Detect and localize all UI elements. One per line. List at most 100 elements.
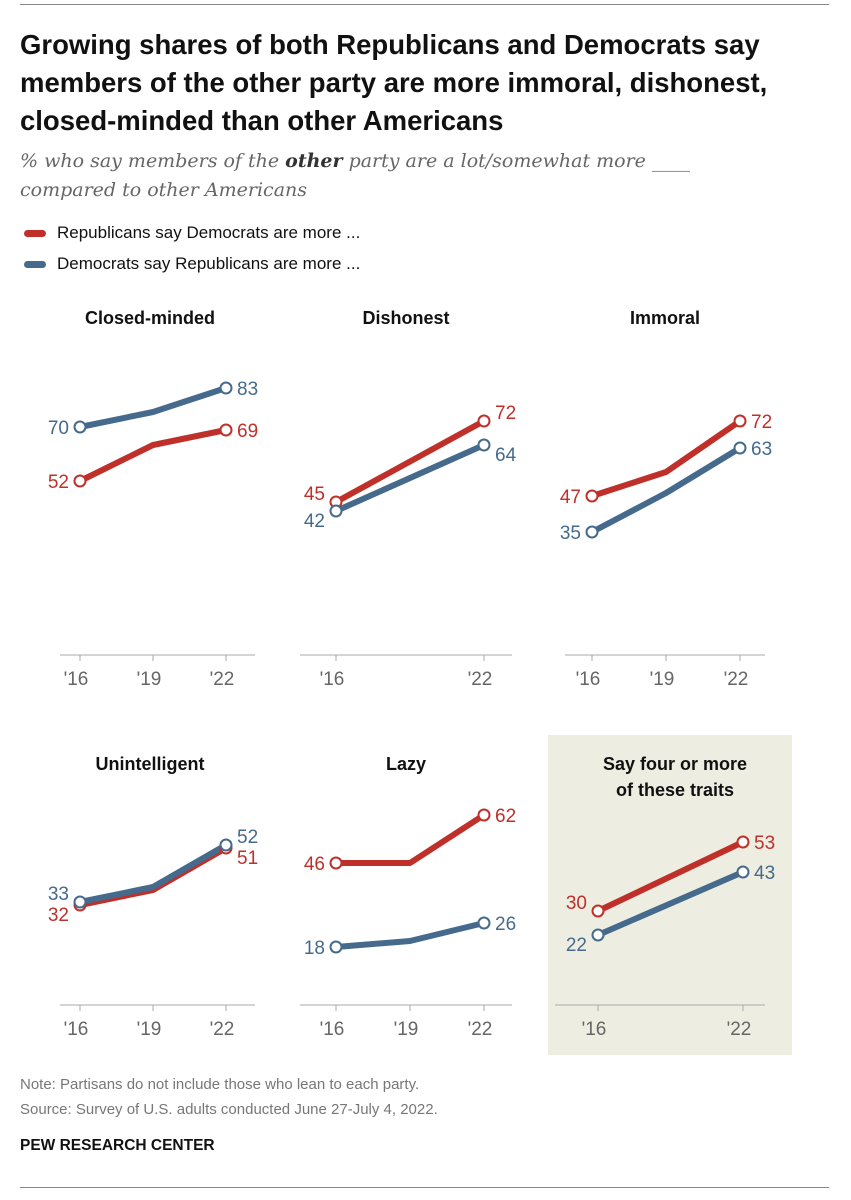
panel-title: Closed-minded <box>85 308 215 328</box>
data-point-democrats <box>477 916 491 930</box>
data-point-democrats <box>73 420 87 434</box>
panel-lazy: Lazy '16 '19 '22 46 62 18 26 <box>300 754 516 1040</box>
highlight-background <box>548 735 792 1055</box>
chart-subtitle: % who say members of the other party are… <box>20 150 690 201</box>
data-label-republicans: 32 <box>48 905 69 926</box>
x-tick-label: '16 <box>582 1019 607 1040</box>
data-point-republicans <box>477 414 491 428</box>
data-point-democrats <box>736 865 750 879</box>
x-tick-label: '16 <box>576 669 601 690</box>
data-point-republicans <box>73 474 87 488</box>
x-tick-label: '22 <box>210 1019 235 1040</box>
note: Note: Partisans do not include those who… <box>20 1076 420 1093</box>
panel-closed-minded: Closed-minded '16 '19 '22 52 69 70 83 <box>48 308 258 690</box>
data-label-democrats: 35 <box>560 523 581 544</box>
bottom-rule <box>20 1187 829 1188</box>
data-point-republicans <box>733 414 747 428</box>
series-line-democrats <box>596 869 745 938</box>
panel-title: Dishonest <box>362 308 449 328</box>
series-line-republicans <box>78 427 227 484</box>
data-label-democrats: 64 <box>495 445 517 466</box>
data-point-republicans <box>585 489 599 503</box>
data-label-democrats: 22 <box>566 935 587 956</box>
data-label-republicans: 46 <box>304 854 325 875</box>
series-line-democrats <box>335 920 485 950</box>
data-point-republicans <box>477 808 491 822</box>
data-label-democrats: 52 <box>237 827 258 848</box>
top-rule <box>20 4 829 5</box>
chart-title: Growing shares of both Republicans and D… <box>20 29 768 136</box>
panel-title: Unintelligent <box>96 754 205 774</box>
data-point-democrats <box>329 504 343 518</box>
panel-unintelligent: Unintelligent '16 '19 '22 32 51 33 52 <box>48 754 258 1040</box>
data-label-democrats: 42 <box>304 511 325 532</box>
x-tick-label: '19 <box>650 669 675 690</box>
source: Source: Survey of U.S. adults conducted … <box>20 1101 438 1118</box>
series-line-democrats <box>79 385 227 430</box>
x-tick-label: '22 <box>468 669 493 690</box>
x-tick-label: '16 <box>64 669 89 690</box>
data-point-republicans <box>736 835 750 849</box>
panel-title: Say four or more <box>603 754 747 774</box>
x-tick-label: '19 <box>137 669 162 690</box>
data-label-republicans: 30 <box>566 893 587 914</box>
data-label-republicans: 47 <box>560 487 581 508</box>
x-tick-label: '22 <box>727 1019 752 1040</box>
data-label-republicans: 53 <box>754 833 775 854</box>
data-point-democrats <box>329 940 343 954</box>
data-point-republicans <box>591 904 605 918</box>
data-label-republicans: 51 <box>237 848 258 869</box>
data-label-democrats: 63 <box>751 439 772 460</box>
data-label-democrats: 70 <box>48 418 69 439</box>
panel-immoral: Immoral '16 '19 '22 47 72 35 63 <box>560 308 772 690</box>
data-label-republicans: 72 <box>495 403 516 424</box>
brand-logo-text: PEW RESEARCH CENTER <box>20 1137 215 1154</box>
data-point-democrats <box>591 928 605 942</box>
panel-title: Lazy <box>386 754 426 774</box>
data-label-democrats: 26 <box>495 914 516 935</box>
legend-label: Republicans say Democrats are more ... <box>57 223 361 242</box>
x-tick-label: '22 <box>468 1019 493 1040</box>
data-label-republicans: 52 <box>48 472 69 493</box>
data-point-democrats <box>219 381 233 395</box>
legend-swatch-republicans <box>24 229 46 237</box>
data-label-republicans: 69 <box>237 421 258 442</box>
legend-democrats: Democrats say Republicans are more ... <box>24 254 360 274</box>
panel-dishonest: Dishonest '16 '22 45 72 42 64 <box>300 308 517 690</box>
data-point-democrats <box>477 438 491 452</box>
data-label-republicans: 45 <box>304 484 325 505</box>
legend-swatch-democrats <box>24 260 46 268</box>
series-line-democrats <box>590 445 742 535</box>
series-line-republicans <box>596 839 745 914</box>
data-point-republicans <box>329 856 343 870</box>
x-tick-label: '19 <box>137 1019 162 1040</box>
series-line-republicans <box>334 418 486 505</box>
data-point-democrats <box>585 525 599 539</box>
x-tick-label: '16 <box>320 669 345 690</box>
series-line-democrats <box>334 442 486 514</box>
data-point-democrats <box>73 895 87 909</box>
x-tick-label: '16 <box>64 1019 89 1040</box>
data-label-democrats: 83 <box>237 379 258 400</box>
data-label-democrats: 43 <box>754 863 775 884</box>
panel-title: Immoral <box>630 308 700 328</box>
x-tick-label: '16 <box>320 1019 345 1040</box>
x-tick-label: '22 <box>210 669 235 690</box>
data-point-republicans <box>219 423 233 437</box>
data-point-democrats <box>733 441 747 455</box>
data-label-democrats: 18 <box>304 938 325 959</box>
panel-title: of these traits <box>616 780 734 800</box>
data-label-democrats: 33 <box>48 884 69 905</box>
data-point-democrats <box>219 838 233 852</box>
legend-label: Democrats say Republicans are more ... <box>57 254 361 273</box>
data-label-republicans: 72 <box>751 412 772 433</box>
panel-say-four-or-more-of-these-traits: Say four or more of these traits '16 '22 30 5… <box>548 735 792 1055</box>
data-label-republicans: 62 <box>495 806 516 827</box>
x-tick-label: '22 <box>724 669 749 690</box>
series-line-republicans <box>336 812 486 866</box>
series-line-republicans <box>591 418 742 499</box>
series-line-democrats <box>79 842 228 905</box>
x-tick-label: '19 <box>394 1019 419 1040</box>
legend-republicans: Republicans say Democrats are more ... <box>24 223 360 243</box>
